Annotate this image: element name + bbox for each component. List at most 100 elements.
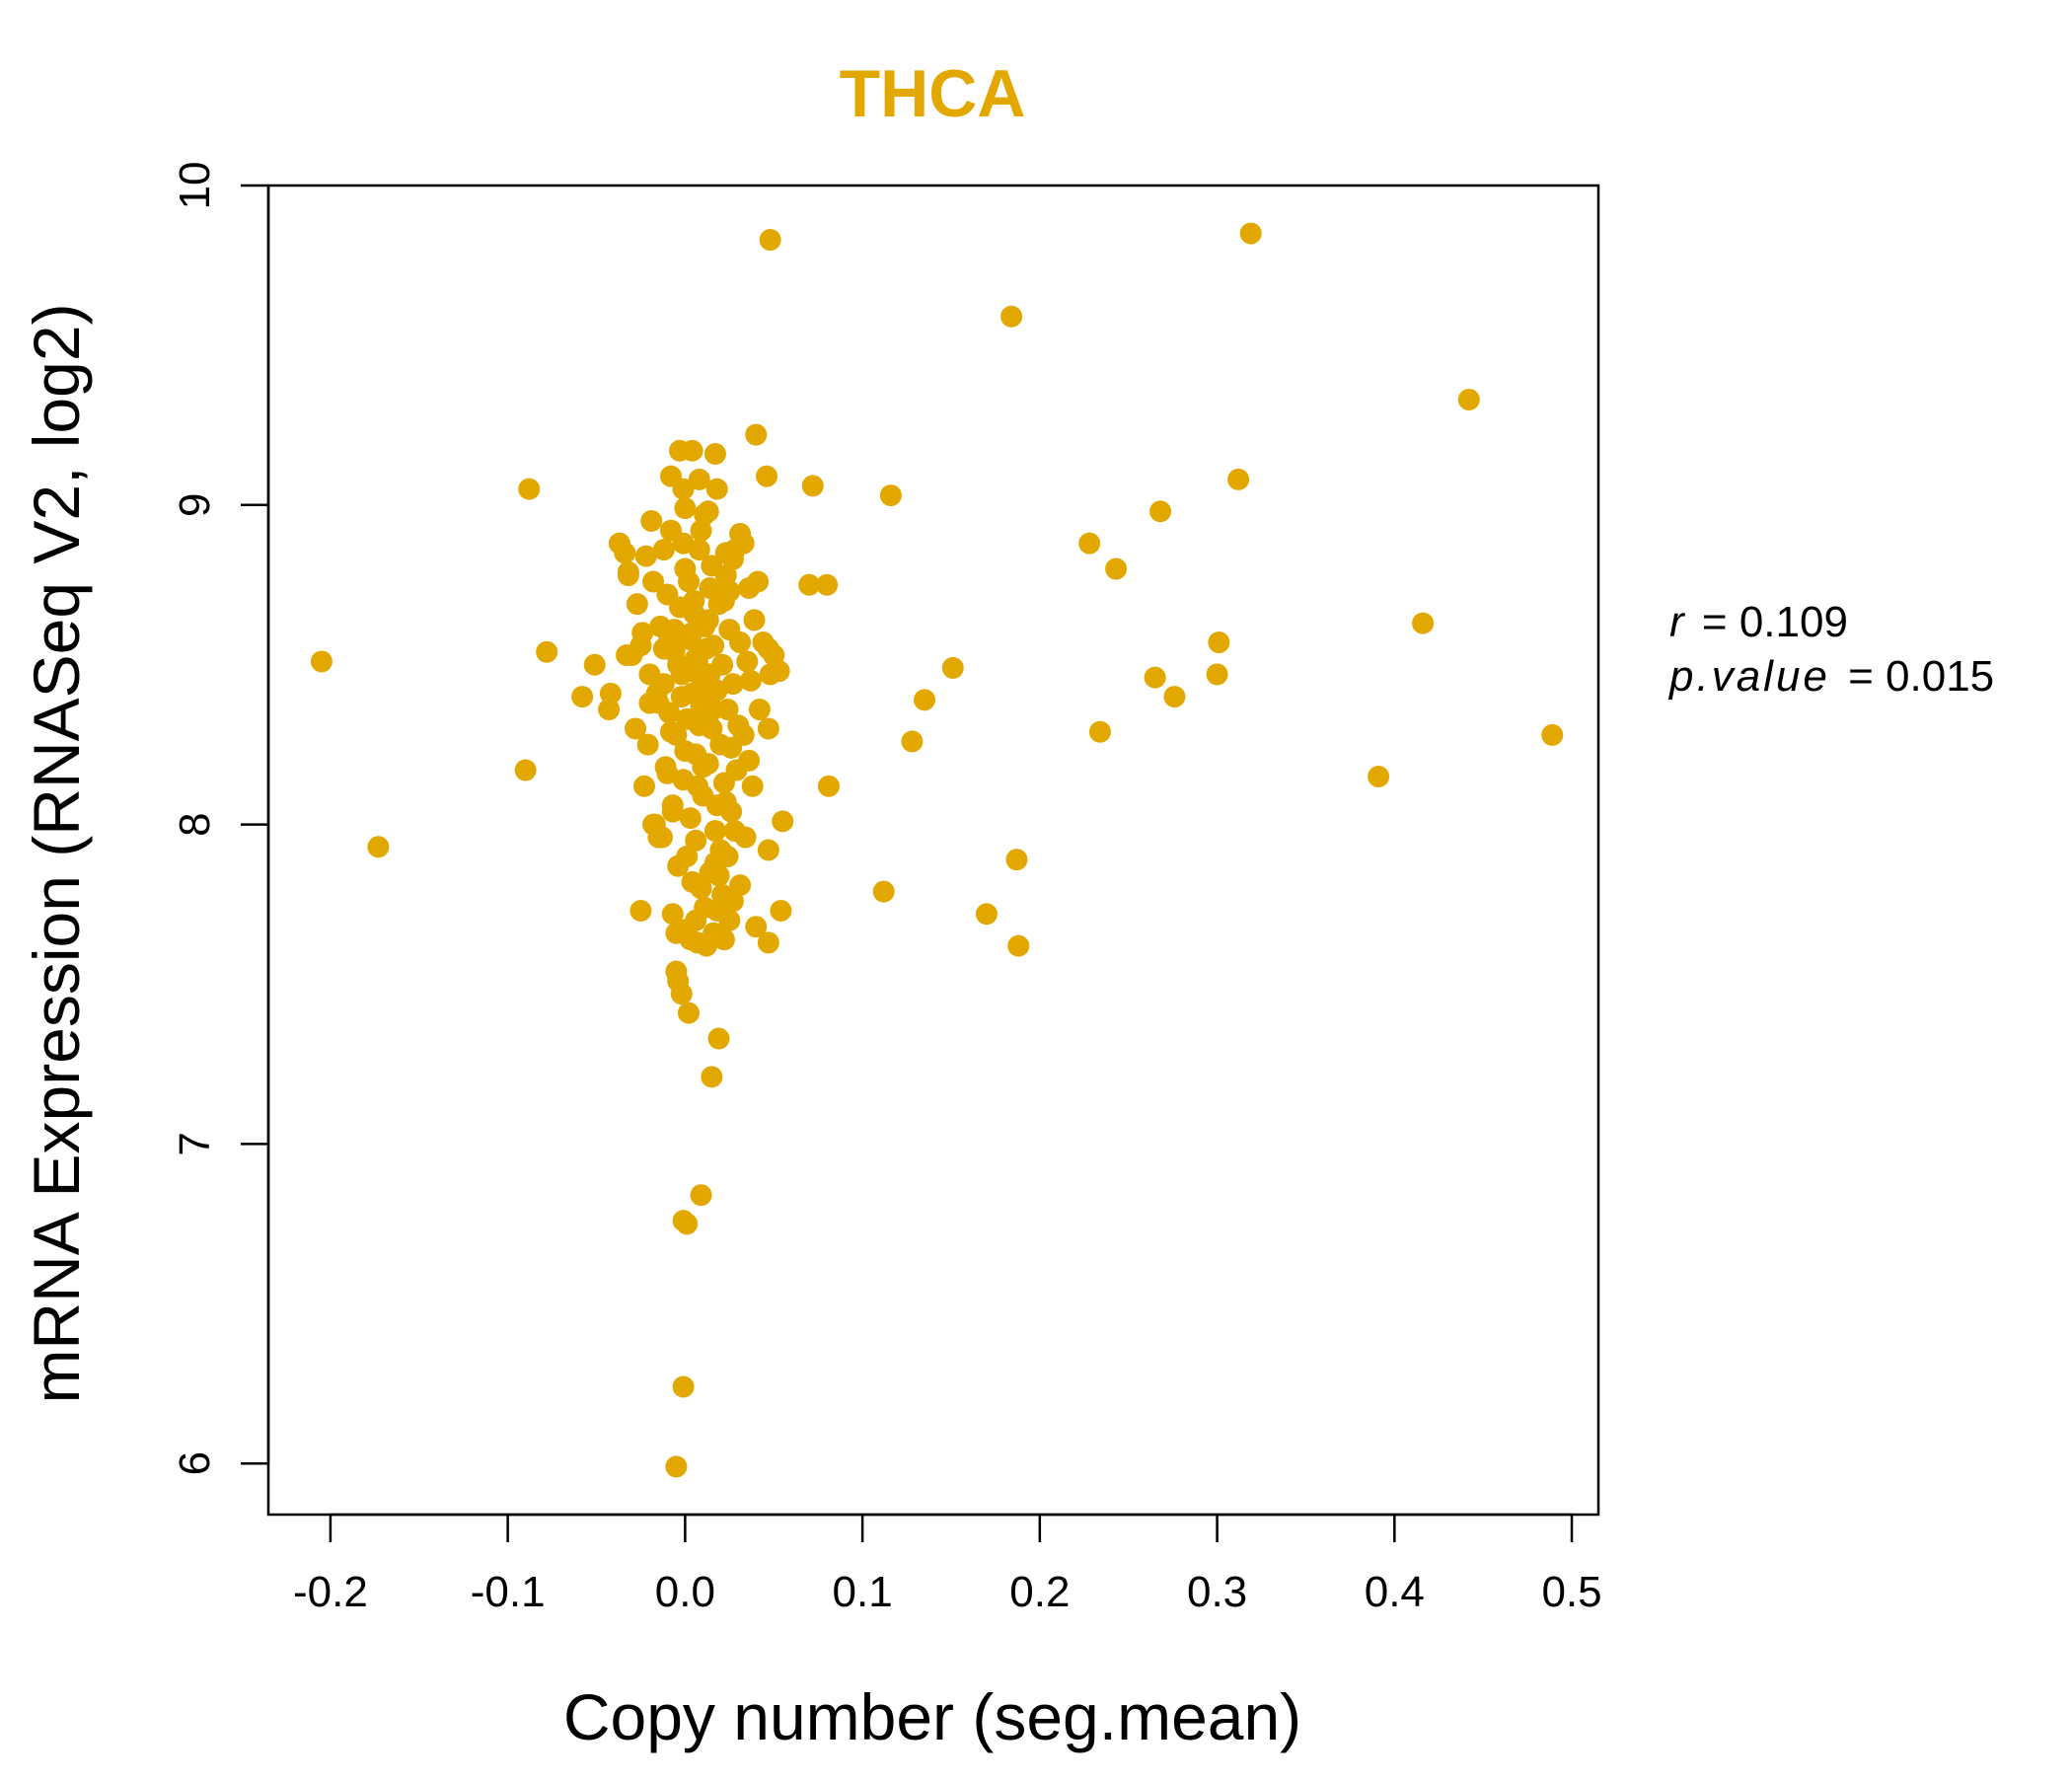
data-point: [670, 983, 693, 1005]
data-point: [941, 656, 964, 679]
data-point: [1206, 663, 1228, 686]
y-tick-label: 7: [171, 1132, 219, 1155]
data-point: [703, 699, 725, 721]
data-point: [598, 699, 621, 721]
data-point: [695, 637, 717, 660]
data-point: [626, 593, 648, 616]
data-point: [688, 468, 710, 490]
data-point: [914, 689, 936, 711]
x-tick-label: 0.5: [1541, 1568, 1601, 1616]
data-point: [736, 650, 759, 673]
data-point: [1144, 666, 1166, 689]
data-point: [665, 922, 688, 944]
data-point: [665, 1455, 688, 1478]
data-point: [801, 475, 824, 497]
p-statistic: p.value = 0.015: [1667, 652, 1994, 701]
data-point: [1105, 557, 1128, 580]
plot-frame: [266, 184, 1600, 1517]
data-point: [1368, 766, 1390, 788]
data-point: [674, 497, 697, 520]
data-point: [721, 890, 744, 913]
data-point: [367, 836, 390, 858]
data-point: [901, 730, 924, 753]
data-point: [757, 931, 779, 954]
data-point: [690, 1184, 712, 1207]
data-point: [741, 775, 764, 797]
data-point: [674, 740, 697, 763]
data-point: [677, 1002, 700, 1024]
data-point: [514, 759, 537, 781]
data-point: [672, 1375, 695, 1398]
data-point: [1005, 849, 1028, 871]
chart-title: THCA: [840, 56, 1026, 131]
x-tick-label: -0.2: [293, 1568, 368, 1616]
data-point: [661, 800, 684, 823]
data-point: [676, 845, 699, 867]
r-label: r: [1669, 598, 1686, 646]
data-point: [638, 663, 661, 686]
data-points: [310, 222, 1564, 1478]
data-point: [712, 928, 735, 951]
data-point: [748, 699, 771, 721]
data-point: [690, 877, 712, 900]
data-point: [732, 532, 755, 555]
r-statistic: r = 0.109: [1669, 598, 1848, 646]
data-point: [1239, 222, 1262, 245]
data-point: [583, 653, 606, 676]
data-point: [1163, 686, 1186, 708]
data-point: [759, 663, 781, 686]
data-point: [679, 807, 702, 830]
data-point: [757, 717, 779, 740]
data-point: [721, 673, 744, 696]
x-tick-label: 0.4: [1365, 1568, 1425, 1616]
data-point: [645, 682, 668, 705]
data-point: [688, 714, 710, 737]
data-point: [661, 903, 684, 926]
data-point: [701, 555, 723, 577]
data-point: [1149, 500, 1172, 523]
data-point: [732, 723, 755, 746]
data-point: [817, 775, 840, 797]
data-point: [571, 686, 594, 708]
data-point: [743, 609, 766, 631]
data-point: [756, 465, 778, 487]
data-point: [636, 733, 659, 756]
x-tick-label: -0.1: [471, 1568, 546, 1616]
data-point: [677, 570, 700, 593]
y-tick-label: 8: [171, 812, 219, 836]
data-point: [770, 900, 792, 923]
data-point: [1208, 631, 1230, 654]
data-point: [1007, 934, 1030, 957]
data-point: [599, 682, 622, 705]
data-point: [681, 439, 703, 462]
data-point: [642, 570, 665, 593]
x-tick-label: 0.2: [1009, 1568, 1070, 1616]
correlation-stats: r = 0.109 p.value = 0.015: [1667, 598, 1994, 701]
data-point: [714, 790, 737, 813]
data-point: [629, 900, 652, 923]
data-point: [699, 861, 721, 884]
data-point: [652, 539, 675, 561]
data-point: [617, 560, 639, 583]
data-point: [772, 810, 794, 833]
data-point: [1541, 723, 1564, 746]
y-axis-title: mRNA Expression (RNASeq V2, log2): [20, 303, 93, 1403]
data-point: [705, 478, 728, 500]
data-point: [747, 570, 770, 593]
data-point: [670, 686, 693, 708]
x-tick-label: 0.0: [655, 1568, 715, 1616]
y-tick-label: 6: [171, 1451, 219, 1475]
data-point: [716, 845, 739, 867]
data-point: [816, 573, 839, 596]
p-label: p.value: [1667, 652, 1830, 701]
data-point: [1000, 305, 1023, 328]
data-point: [745, 916, 768, 938]
data-point: [634, 545, 657, 567]
data-point: [1088, 720, 1111, 743]
data-point: [640, 509, 663, 532]
data-point: [686, 775, 708, 797]
x-tick-label: 0.3: [1187, 1568, 1247, 1616]
r-value: 0.109: [1739, 598, 1848, 646]
